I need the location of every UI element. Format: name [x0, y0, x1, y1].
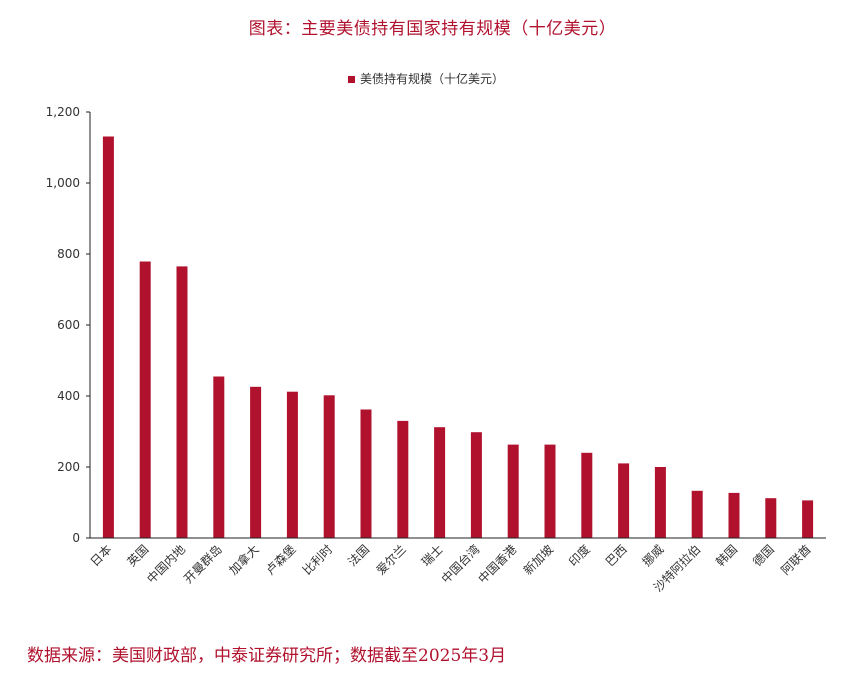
x-tick-label: 印度: [565, 542, 593, 570]
bar: [691, 490, 703, 538]
legend-label: 美债持有规模（十亿美元）: [360, 71, 504, 86]
y-tick-label: 600: [57, 318, 80, 332]
bar: [802, 500, 814, 538]
x-tick-label: 韩国: [713, 542, 741, 570]
x-tick-label: 开曼群岛: [180, 542, 225, 587]
bar: [507, 444, 519, 538]
bar: [102, 136, 114, 538]
x-tick-label: 英国: [124, 542, 151, 569]
y-tick-label: 1,200: [46, 105, 80, 119]
bar: [360, 409, 372, 538]
x-tick-label: 挪威: [640, 542, 667, 569]
y-tick-label: 1,000: [46, 176, 80, 190]
bar: [213, 376, 225, 538]
x-tick-label: 日本: [88, 542, 115, 569]
y-tick-label: 200: [57, 460, 80, 474]
x-axis: 日本 英国中国内地开曼群岛 加拿大 卢森堡 比利时 法国 爱尔兰 瑞士中国台湾中国香港 新加坡印…: [88, 537, 826, 595]
y-tick-label: 800: [57, 247, 80, 261]
bar: [581, 452, 593, 538]
x-tick-label: 加拿大: [226, 542, 262, 578]
x-tick-label: 爱尔兰: [373, 542, 409, 578]
x-tick-label: 中国香港: [475, 542, 520, 587]
bar: [286, 391, 298, 538]
y-tick-label: 400: [57, 389, 80, 403]
bar: [765, 498, 777, 538]
bar: [654, 467, 666, 538]
bar: [139, 261, 151, 538]
legend-swatch: [348, 76, 355, 83]
x-tick-label: 卢森堡: [262, 542, 298, 578]
y-axis: 0 200 400 600 800 1,000 1,200: [46, 105, 91, 545]
page-title: 图表：主要美债持有国家持有规模（十亿美元）: [248, 19, 617, 39]
x-tick-label: 比利时: [300, 542, 335, 577]
source-note: 数据来源：美国财政部，中泰证券研究所；数据截至2025年3月: [27, 646, 507, 666]
bar: [434, 427, 446, 538]
bar: [618, 463, 630, 538]
chart-area: 美债持有规模（十亿美元） 0 200 400 600 800 1,000 1,200 日本英…: [20, 50, 846, 625]
bar: [397, 420, 409, 538]
legend: 美债持有规模（十亿美元）: [348, 71, 504, 86]
bar: [470, 432, 482, 538]
bar: [544, 444, 556, 538]
x-tick-label: 德国: [749, 542, 777, 570]
x-tick-label: 新加坡: [520, 542, 556, 578]
x-tick-label: 瑞士: [419, 542, 446, 569]
y-tick-label: 0: [72, 531, 80, 545]
x-tick-label: 中国台湾: [438, 542, 483, 587]
bar: [176, 266, 188, 538]
x-tick-label: 法国: [345, 542, 372, 569]
bars: [102, 136, 814, 538]
x-tick-label: 巴西: [603, 542, 630, 569]
bar: [250, 386, 262, 538]
x-tick-label: 阿联酋: [778, 542, 814, 578]
bar: [728, 492, 740, 538]
bar-chart: 美债持有规模（十亿美元） 0 200 400 600 800 1,000 1,200 日本英…: [46, 71, 826, 595]
bar: [323, 395, 335, 538]
x-tick-label: 中国内地: [144, 542, 189, 587]
